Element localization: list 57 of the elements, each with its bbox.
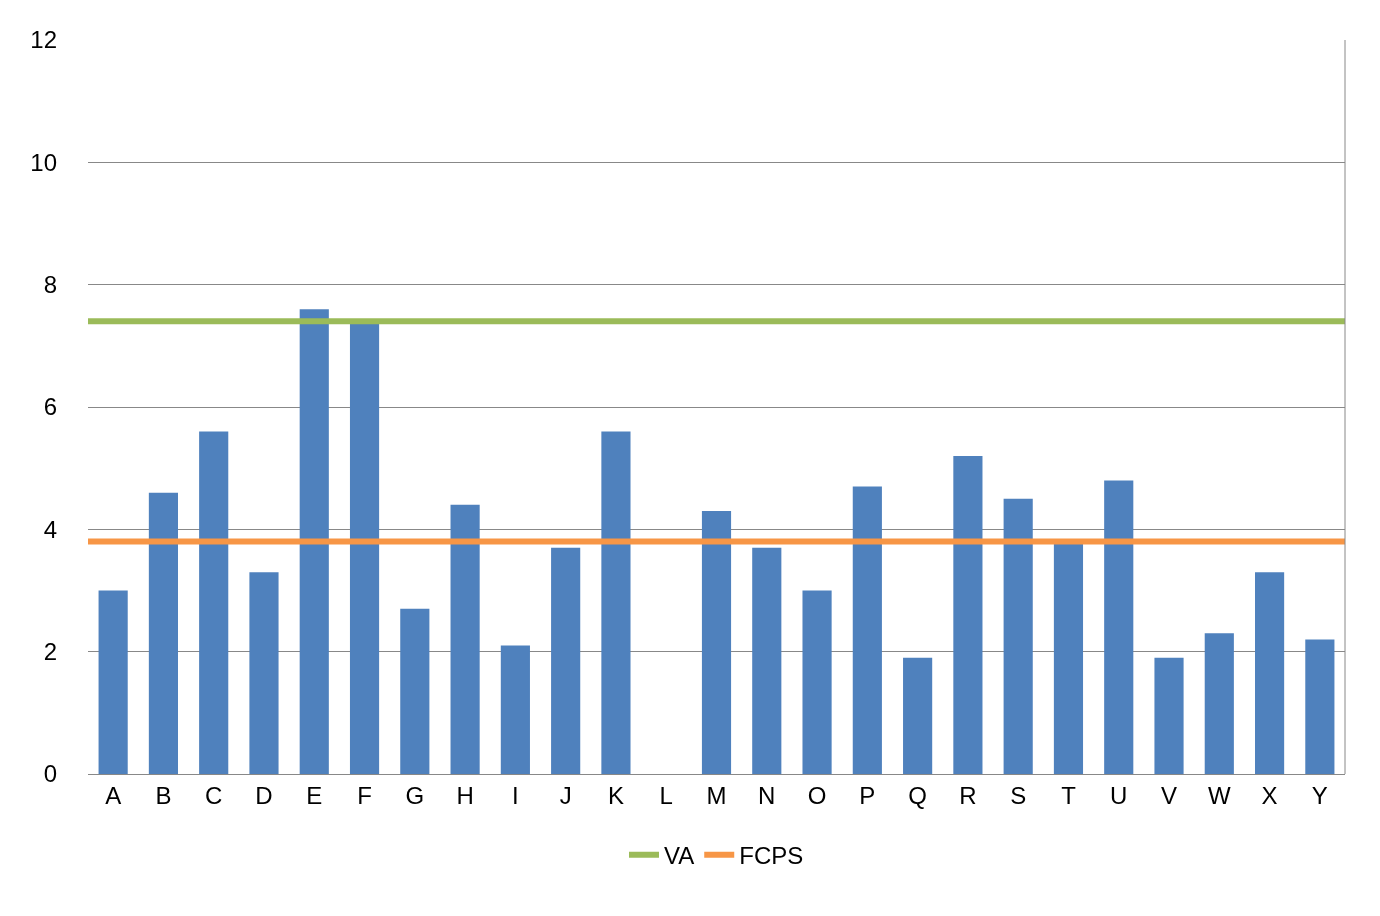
legend-label: FCPS xyxy=(739,842,804,870)
bar xyxy=(199,431,229,774)
y-tick-label: 0 xyxy=(43,760,57,788)
bar xyxy=(500,645,530,774)
y-tick-label: 2 xyxy=(43,638,57,666)
y-tick-label: 6 xyxy=(43,393,57,421)
x-tick-label: J xyxy=(559,781,572,809)
bar xyxy=(1154,657,1184,774)
bar xyxy=(903,657,933,774)
bar xyxy=(450,504,480,774)
x-tick-label: O xyxy=(807,781,827,809)
x-tick-label: G xyxy=(405,781,425,809)
y-tick-label: 4 xyxy=(43,515,57,543)
bar xyxy=(98,590,128,774)
x-tick-label: H xyxy=(456,781,474,809)
bar xyxy=(852,486,882,774)
bar xyxy=(349,321,380,774)
x-tick-label: N xyxy=(758,781,776,809)
bar xyxy=(249,572,279,774)
bar xyxy=(601,431,631,774)
bar xyxy=(1003,498,1033,774)
x-tick-label: M xyxy=(706,781,727,809)
bar xyxy=(752,547,782,774)
x-tick-label: V xyxy=(1161,781,1178,809)
x-tick-label: C xyxy=(205,781,223,809)
x-tick-label: Q xyxy=(908,781,927,809)
x-tick-label: W xyxy=(1207,781,1231,809)
x-tick-label: F xyxy=(357,781,372,809)
bar xyxy=(551,547,581,774)
bar xyxy=(1255,572,1285,774)
x-tick-label: S xyxy=(1010,781,1027,809)
legend-label: VA xyxy=(664,842,695,870)
bar xyxy=(953,455,983,774)
y-tick-label: 12 xyxy=(30,26,57,54)
x-tick-label: K xyxy=(607,781,624,809)
x-tick-label: T xyxy=(1061,781,1077,809)
y-tick-label: 10 xyxy=(30,148,57,176)
x-tick-label: X xyxy=(1261,781,1278,809)
bar xyxy=(1305,639,1335,774)
x-tick-label: Y xyxy=(1311,781,1328,809)
bar xyxy=(802,590,832,774)
y-tick-label: 8 xyxy=(43,271,57,299)
x-tick-label: P xyxy=(859,781,876,809)
bar xyxy=(1204,633,1234,774)
x-tick-label: B xyxy=(155,781,172,809)
bar xyxy=(148,492,178,774)
x-tick-label: I xyxy=(512,781,519,809)
x-tick-label: R xyxy=(959,781,977,809)
x-tick-label: D xyxy=(255,781,273,809)
x-tick-label: E xyxy=(306,781,323,809)
bar xyxy=(1104,480,1134,774)
x-tick-label: L xyxy=(659,781,673,809)
bar xyxy=(701,510,732,774)
bar xyxy=(400,608,430,774)
x-tick-label: U xyxy=(1110,781,1128,809)
bar xyxy=(299,309,329,774)
x-tick-label: A xyxy=(105,781,122,809)
